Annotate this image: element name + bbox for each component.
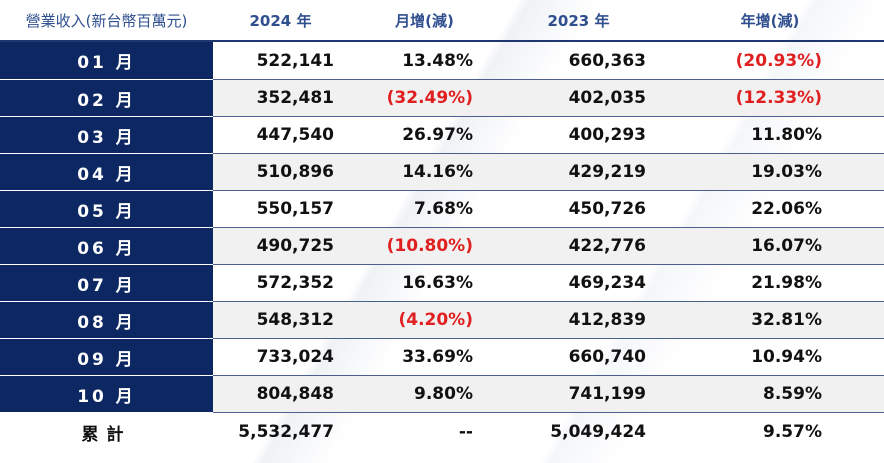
month-cell: 04 月 bbox=[0, 153, 213, 191]
yoy-change-cell: 8.59% bbox=[656, 375, 884, 413]
revenue-2024-cell: 804,848 bbox=[213, 375, 348, 413]
yoy-change-cell: (12.33%) bbox=[656, 79, 884, 117]
table-row: 07 月 572,352 16.63% 469,234 21.98% bbox=[0, 264, 884, 302]
mom-change-cell: 33.69% bbox=[348, 338, 501, 376]
revenue-2023-cell: 400,293 bbox=[501, 116, 656, 154]
yoy-change-cell: (20.93%) bbox=[656, 41, 884, 80]
revenue-2024-cell: 510,896 bbox=[213, 153, 348, 191]
mom-change-cell: 14.16% bbox=[348, 153, 501, 191]
yoy-change-cell: 32.81% bbox=[656, 301, 884, 339]
revenue-2024-cell: 572,352 bbox=[213, 264, 348, 302]
table-row: 05 月 550,157 7.68% 450,726 22.06% bbox=[0, 190, 884, 228]
mom-change-cell: 13.48% bbox=[348, 41, 501, 80]
month-cell: 02 月 bbox=[0, 79, 213, 117]
mom-change-cell: 9.80% bbox=[348, 375, 501, 413]
table-row: 06 月 490,725 (10.80%) 422,776 16.07% bbox=[0, 227, 884, 265]
total-2024: 5,532,477 bbox=[238, 422, 334, 442]
month-cell: 10 月 bbox=[0, 375, 213, 413]
revenue-2023-cell: 450,726 bbox=[501, 190, 656, 228]
month-cell: 03 月 bbox=[0, 116, 213, 154]
revenue-2023-cell: 741,199 bbox=[501, 375, 656, 413]
month-cell: 01 月 bbox=[0, 41, 213, 80]
revenue-2023-cell: 660,363 bbox=[501, 41, 656, 80]
yoy-change-cell: 11.80% bbox=[656, 116, 884, 154]
revenue-2024-cell: 352,481 bbox=[213, 79, 348, 117]
revenue-2024-cell: 490,725 bbox=[213, 227, 348, 265]
revenue-2023-cell: 422,776 bbox=[501, 227, 656, 265]
header-yoy: 年增(減) bbox=[656, 0, 884, 42]
table-body: 01 月 522,141 13.48% 660,363 (20.93%) 02 月 352,… bbox=[0, 41, 884, 413]
yoy-change-cell: 21.98% bbox=[656, 264, 884, 302]
table-row: 10 月 804,848 9.80% 741,199 8.59% bbox=[0, 375, 884, 413]
mom-change-cell: 26.97% bbox=[348, 116, 501, 154]
month-cell: 07 月 bbox=[0, 264, 213, 302]
mom-change-cell: 7.68% bbox=[348, 190, 501, 228]
revenue-2023-cell: 412,839 bbox=[501, 301, 656, 339]
header-2024: 2024 年 bbox=[213, 0, 348, 42]
month-cell: 06 月 bbox=[0, 227, 213, 265]
table-row: 04 月 510,896 14.16% 429,219 19.03% bbox=[0, 153, 884, 191]
total-label: 累計 bbox=[81, 424, 132, 445]
yoy-change-cell: 16.07% bbox=[656, 227, 884, 265]
table-header-row: 營業收入(新台幣百萬元) 2024 年 月增(減) 2023 年 年增(減) bbox=[0, 0, 884, 42]
monthly-revenue-table: 營業收入(新台幣百萬元) 2024 年 月增(減) 2023 年 年增(減) 0… bbox=[0, 0, 884, 452]
mom-change-cell: 16.63% bbox=[348, 264, 501, 302]
total-2023: 5,049,424 bbox=[550, 422, 646, 442]
revenue-2023-cell: 402,035 bbox=[501, 79, 656, 117]
month-cell: 08 月 bbox=[0, 301, 213, 339]
header-2023: 2023 年 bbox=[501, 0, 656, 42]
month-cell: 05 月 bbox=[0, 190, 213, 228]
revenue-2023-cell: 469,234 bbox=[501, 264, 656, 302]
total-mom: -- bbox=[458, 422, 473, 442]
yoy-change-cell: 22.06% bbox=[656, 190, 884, 228]
table-row: 08 月 548,312 (4.20%) 412,839 32.81% bbox=[0, 301, 884, 339]
table-row: 02 月 352,481 (32.49%) 402,035 (12.33%) bbox=[0, 79, 884, 117]
table-row: 03 月 447,540 26.97% 400,293 11.80% bbox=[0, 116, 884, 154]
month-cell: 09 月 bbox=[0, 338, 213, 376]
header-revenue-label: 營業收入(新台幣百萬元) bbox=[0, 0, 213, 42]
revenue-2024-cell: 733,024 bbox=[213, 338, 348, 376]
table-row: 09 月 733,024 33.69% 660,740 10.94% bbox=[0, 338, 884, 376]
revenue-2024-cell: 550,157 bbox=[213, 190, 348, 228]
mom-change-cell: (4.20%) bbox=[348, 301, 501, 339]
table-row: 01 月 522,141 13.48% 660,363 (20.93%) bbox=[0, 41, 884, 80]
revenue-2023-cell: 429,219 bbox=[501, 153, 656, 191]
revenue-2024-cell: 548,312 bbox=[213, 301, 348, 339]
mom-change-cell: (10.80%) bbox=[348, 227, 501, 265]
revenue-2024-cell: 447,540 bbox=[213, 116, 348, 154]
header-mom: 月增(減) bbox=[348, 0, 501, 42]
total-row: 累計 5,532,477 -- 5,049,424 9.57% bbox=[0, 413, 884, 452]
total-yoy: 9.57% bbox=[763, 422, 822, 442]
yoy-change-cell: 19.03% bbox=[656, 153, 884, 191]
mom-change-cell: (32.49%) bbox=[348, 79, 501, 117]
revenue-2024-cell: 522,141 bbox=[213, 41, 348, 80]
yoy-change-cell: 10.94% bbox=[656, 338, 884, 376]
revenue-2023-cell: 660,740 bbox=[501, 338, 656, 376]
